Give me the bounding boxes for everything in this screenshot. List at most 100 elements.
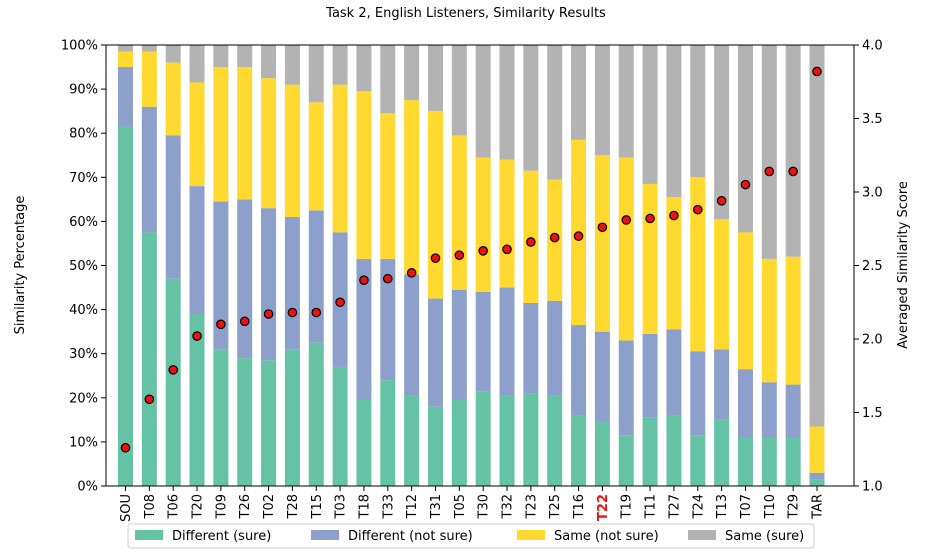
- avg-score-marker-T30: [478, 246, 488, 256]
- avg-score-marker-T13: [716, 196, 727, 206]
- y-tick-label: 50%: [69, 259, 98, 274]
- x-tick-label-T25: T25: [548, 494, 563, 519]
- bar-T26-seg1: [237, 199, 253, 359]
- y2-tick-label: 3.5: [862, 112, 883, 127]
- bar-T31-seg0: [427, 406, 443, 486]
- bar-SOU-seg1: [118, 67, 133, 127]
- x-tick-label-T28: T28: [286, 494, 301, 519]
- y2-tick-label: 1.5: [862, 406, 883, 421]
- x-tick-label-T12: T12: [405, 494, 420, 519]
- bar-T26-seg3: [237, 45, 253, 68]
- bar-T16-seg3: [571, 45, 587, 140]
- avg-score-marker-T26: [239, 316, 250, 327]
- y2-tick-label: 4.0: [862, 39, 883, 54]
- x-axis: SOU T08 T06 T20 T09 T26 T02 T28 T15 T03 T18 T33 T12 T…: [119, 486, 826, 522]
- x-tick-label-T10: T10: [763, 494, 778, 519]
- x-tick-label-T22: T22: [596, 494, 611, 521]
- bar-T22-seg2: [594, 155, 610, 332]
- bar-T03-seg3: [332, 45, 348, 85]
- legend-swatch-0: [135, 530, 163, 540]
- bar-T19-seg2: [618, 157, 634, 341]
- x-tick-label-T19: T19: [620, 494, 635, 519]
- bar-T28-seg0: [284, 349, 300, 486]
- legend-label-0: Different (sure): [172, 529, 271, 544]
- bar-T30-seg1: [475, 291, 491, 392]
- avg-score-marker-T05: [454, 250, 465, 261]
- y-tick-label: 30%: [69, 347, 98, 362]
- bar-T18-seg3: [356, 45, 372, 92]
- bar-T10-seg2: [761, 258, 777, 383]
- bar-T09-seg2: [213, 67, 229, 202]
- bar-T31-seg2: [427, 111, 443, 299]
- bar-T27-seg2: [666, 197, 682, 330]
- bar-TAR-seg2: [809, 426, 825, 473]
- x-tick-label-T16: T16: [572, 494, 587, 519]
- y-tick-label: 100%: [61, 39, 98, 54]
- x-tick-label-T31: T31: [429, 494, 444, 519]
- avg-score-marker-T29: [788, 166, 798, 177]
- y-tick-label: 0%: [77, 480, 98, 495]
- bar-T03-seg2: [332, 84, 348, 233]
- x-tick-label-T02: T02: [262, 494, 277, 519]
- avg-score-marker-T12: [406, 268, 417, 278]
- bar-T12-seg2: [404, 100, 420, 275]
- bar-T24-seg2: [690, 177, 706, 352]
- bar-T15-seg1: [308, 210, 324, 343]
- bar-T18-seg2: [356, 91, 372, 259]
- x-tick-label-T05: T05: [453, 494, 468, 519]
- y-axis-label: Similarity Percentage: [13, 196, 28, 335]
- y-tick-label: 40%: [69, 303, 98, 318]
- bar-T28-seg1: [284, 216, 300, 350]
- bar-T07-seg0: [737, 437, 753, 486]
- bar-T29-seg3: [785, 45, 801, 257]
- bar-T16-seg1: [571, 325, 587, 416]
- avg-score-marker-T25: [549, 232, 560, 243]
- avg-score-marker-SOU: [120, 442, 131, 453]
- bar-T30-seg2: [475, 157, 491, 292]
- bar-T27-seg0: [666, 415, 682, 486]
- bar-T02-seg3: [261, 45, 277, 79]
- bar-T22-seg3: [594, 45, 610, 156]
- x-tick-label-T08: T08: [143, 494, 158, 519]
- legend-label-2: Same (not sure): [554, 529, 659, 544]
- bar-T33-seg3: [380, 45, 396, 114]
- bar-SOU-seg3: [118, 45, 133, 52]
- bar-T12-seg1: [404, 274, 420, 396]
- bar-T05-seg2: [451, 135, 467, 290]
- avg-score-marker-T23: [526, 237, 536, 247]
- bar-T08-seg0: [141, 232, 157, 486]
- bar-T11-seg1: [642, 333, 658, 418]
- bar-T30-seg3: [475, 45, 491, 158]
- bar-T06-seg0: [165, 278, 181, 486]
- bar-T29-seg1: [785, 384, 801, 438]
- avg-score-marker-T28: [287, 307, 298, 318]
- x-tick-label-T18: T18: [357, 494, 372, 519]
- bar-T13-seg1: [714, 349, 730, 420]
- bar-T32-seg1: [499, 287, 515, 396]
- bar-T23-seg3: [523, 45, 539, 171]
- x-tick-label-T27: T27: [667, 494, 682, 519]
- bar-T10-seg1: [761, 382, 777, 438]
- legend-swatch-3: [688, 530, 716, 540]
- bar-T06-seg1: [165, 135, 181, 279]
- bar-T07-seg1: [737, 369, 753, 438]
- x-tick-label-SOU: SOU: [119, 494, 134, 522]
- bar-T31-seg3: [427, 45, 443, 112]
- bar-TAR-seg3: [809, 45, 825, 427]
- avg-score-markers: [120, 66, 822, 453]
- x-tick-label-T03: T03: [334, 494, 349, 519]
- avg-score-marker-T19: [621, 215, 632, 225]
- bar-T07-seg3: [737, 45, 753, 233]
- legend-swatch-1: [311, 530, 339, 540]
- bar-T13-seg0: [714, 419, 730, 486]
- bar-T02-seg1: [261, 208, 277, 361]
- bar-T23-seg0: [523, 393, 539, 486]
- bar-T03-seg0: [332, 366, 348, 486]
- bar-T27-seg1: [666, 329, 682, 416]
- y-tick-label: 10%: [69, 435, 98, 450]
- bar-T23-seg2: [523, 170, 539, 303]
- bar-SOU-seg0: [118, 126, 133, 487]
- bar-T11-seg2: [642, 183, 658, 334]
- bar-T33-seg2: [380, 113, 396, 259]
